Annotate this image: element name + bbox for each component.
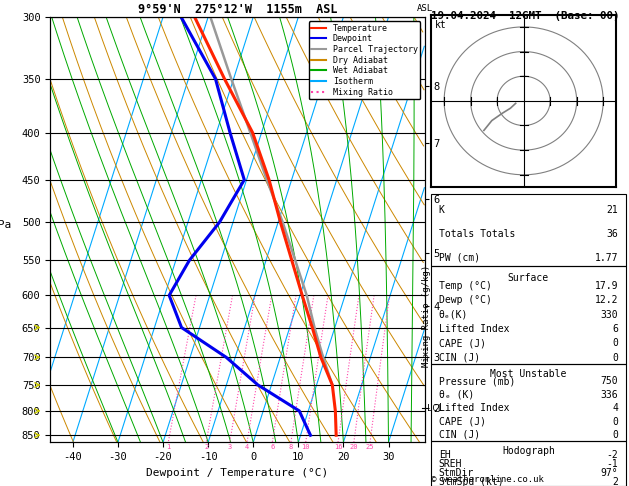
Text: 19.04.2024  12GMT  (Base: 00): 19.04.2024 12GMT (Base: 00)	[431, 11, 620, 21]
Text: Temp (°C): Temp (°C)	[438, 281, 491, 291]
Text: θₑ (K): θₑ (K)	[438, 390, 474, 399]
Text: 97°: 97°	[601, 468, 618, 478]
Text: kt: kt	[435, 20, 447, 30]
Text: 36: 36	[606, 229, 618, 239]
Text: StmDir: StmDir	[438, 468, 474, 478]
Text: km
ASL: km ASL	[416, 0, 433, 13]
Text: Pressure (mb): Pressure (mb)	[438, 376, 515, 386]
Text: 750: 750	[601, 376, 618, 386]
Text: θₑ(K): θₑ(K)	[438, 310, 468, 320]
Text: LCL: LCL	[427, 404, 443, 413]
Text: K: K	[438, 205, 445, 215]
Text: Hodograph: Hodograph	[502, 446, 555, 456]
Text: 8: 8	[289, 444, 293, 451]
Text: 336: 336	[601, 390, 618, 399]
Legend: Temperature, Dewpoint, Parcel Trajectory, Dry Adiabat, Wet Adiabat, Isotherm, Mi: Temperature, Dewpoint, Parcel Trajectory…	[309, 21, 420, 99]
Text: 2: 2	[612, 477, 618, 486]
Text: 10: 10	[301, 444, 310, 451]
X-axis label: Dewpoint / Temperature (°C): Dewpoint / Temperature (°C)	[147, 468, 328, 478]
Text: 330: 330	[601, 310, 618, 320]
Text: Lifted Index: Lifted Index	[438, 324, 509, 334]
Text: SREH: SREH	[438, 459, 462, 469]
Text: Totals Totals: Totals Totals	[438, 229, 515, 239]
Text: StmSpd (kt): StmSpd (kt)	[438, 477, 503, 486]
Title: 9°59'N  275°12'W  1155m  ASL: 9°59'N 275°12'W 1155m ASL	[138, 3, 337, 16]
Text: EH: EH	[438, 450, 450, 460]
Text: 2: 2	[204, 444, 208, 451]
Text: CAPE (J): CAPE (J)	[438, 417, 486, 427]
Text: © weatheronline.co.uk: © weatheronline.co.uk	[431, 474, 543, 484]
Text: 0: 0	[612, 338, 618, 348]
Text: 0: 0	[612, 417, 618, 427]
Text: Mixing Ratio (g/kg): Mixing Ratio (g/kg)	[422, 265, 431, 367]
Text: PW (cm): PW (cm)	[438, 253, 480, 262]
Y-axis label: hPa: hPa	[0, 220, 11, 230]
Text: CAPE (J): CAPE (J)	[438, 338, 486, 348]
Text: 12.2: 12.2	[594, 295, 618, 306]
Text: 21: 21	[606, 205, 618, 215]
Text: Surface: Surface	[508, 273, 549, 283]
Text: 16: 16	[334, 444, 342, 451]
Text: 25: 25	[366, 444, 374, 451]
Text: 0: 0	[612, 353, 618, 363]
Text: -2: -2	[606, 450, 618, 460]
Text: 1.77: 1.77	[594, 253, 618, 262]
Text: Lifted Index: Lifted Index	[438, 403, 509, 413]
Text: CIN (J): CIN (J)	[438, 430, 480, 440]
Text: 1: 1	[166, 444, 170, 451]
Text: -1: -1	[606, 459, 618, 469]
Text: 17.9: 17.9	[594, 281, 618, 291]
Text: 20: 20	[350, 444, 358, 451]
Text: 3: 3	[228, 444, 232, 451]
Text: 4: 4	[612, 403, 618, 413]
Text: 6: 6	[270, 444, 274, 451]
Text: 4: 4	[245, 444, 249, 451]
Text: Dewp (°C): Dewp (°C)	[438, 295, 491, 306]
Text: 0: 0	[612, 430, 618, 440]
Text: Most Unstable: Most Unstable	[490, 369, 567, 380]
Text: CIN (J): CIN (J)	[438, 353, 480, 363]
Text: 6: 6	[612, 324, 618, 334]
